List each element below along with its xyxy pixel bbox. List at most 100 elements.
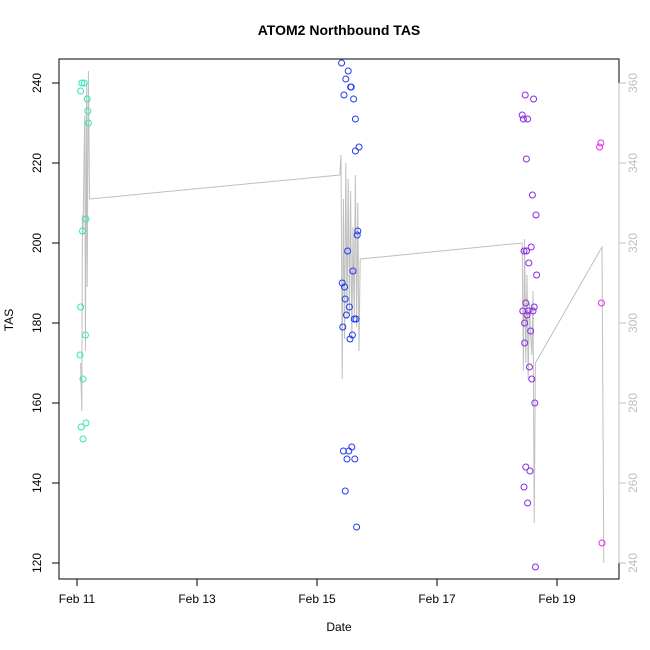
data-point xyxy=(525,363,533,371)
data-point xyxy=(82,419,90,427)
data-point xyxy=(342,75,350,83)
data-point xyxy=(527,243,535,251)
y-tick-label: 120 xyxy=(30,553,44,573)
data-point xyxy=(76,351,84,359)
data-point xyxy=(79,375,87,383)
y2-tick-label: 300 xyxy=(626,313,640,333)
data-point xyxy=(521,91,529,99)
data-point xyxy=(528,191,536,199)
data-point xyxy=(524,307,532,315)
data-point xyxy=(84,107,92,115)
data-point xyxy=(529,307,537,315)
x-tick-label: Feb 17 xyxy=(418,592,456,606)
data-point xyxy=(526,467,534,475)
data-point xyxy=(80,79,88,87)
data-point xyxy=(351,455,359,463)
data-point xyxy=(345,303,353,311)
data-point xyxy=(530,95,538,103)
data-point xyxy=(520,247,528,255)
data-point xyxy=(78,79,86,87)
data-point xyxy=(340,91,348,99)
data-point xyxy=(525,259,533,267)
x-tick-label: Feb 13 xyxy=(178,592,216,606)
x-tick-label: Feb 15 xyxy=(298,592,336,606)
y-tick-label: 140 xyxy=(30,473,44,493)
data-point xyxy=(79,435,87,443)
data-point xyxy=(77,87,85,95)
data-point xyxy=(520,483,528,491)
data-point xyxy=(343,455,351,463)
data-point xyxy=(532,211,540,219)
data-point xyxy=(598,539,606,547)
data-point xyxy=(352,315,360,323)
y2-tick-label: 360 xyxy=(626,73,640,93)
data-point xyxy=(531,399,539,407)
data-point xyxy=(597,139,605,147)
data-point xyxy=(350,95,358,103)
y-axis-label: TAS xyxy=(2,309,16,331)
data-point xyxy=(531,563,539,571)
right-axis-line-series xyxy=(80,70,605,564)
data-point xyxy=(523,311,531,319)
data-point xyxy=(522,299,530,307)
y-tick-label: 240 xyxy=(30,73,44,93)
y-tick-label: 200 xyxy=(30,233,44,253)
data-point xyxy=(81,331,89,339)
scatter-points xyxy=(76,59,606,571)
data-point xyxy=(341,283,349,291)
data-point xyxy=(521,319,529,327)
data-point xyxy=(522,155,530,163)
data-point xyxy=(353,231,361,239)
data-point xyxy=(353,523,361,531)
data-point xyxy=(351,147,359,155)
y-axis-left: 120 140 160 180 200 220 240 xyxy=(30,73,60,573)
data-point xyxy=(348,443,356,451)
data-point xyxy=(533,271,541,279)
data-point xyxy=(342,311,350,319)
plot-frame xyxy=(58,58,620,580)
data-point xyxy=(528,375,536,383)
x-axis: Feb 11 Feb 13 Feb 15 Feb 17 Feb 19 xyxy=(59,578,576,606)
data-point xyxy=(344,247,352,255)
data-point xyxy=(77,423,85,431)
x-tick-label: Feb 11 xyxy=(59,592,96,606)
y2-tick-label: 280 xyxy=(626,393,640,413)
tas-line xyxy=(80,70,605,564)
data-point xyxy=(339,323,347,331)
data-point xyxy=(519,115,527,123)
data-point xyxy=(82,215,90,223)
data-point xyxy=(354,227,362,235)
y2-tick-label: 240 xyxy=(626,553,640,573)
data-point xyxy=(338,59,346,67)
data-point xyxy=(522,463,530,471)
y-tick-label: 220 xyxy=(30,153,44,173)
data-point xyxy=(83,95,91,103)
data-point xyxy=(524,115,532,123)
y2-tick-label: 340 xyxy=(626,153,640,173)
y-tick-label: 160 xyxy=(30,393,44,413)
data-point xyxy=(597,299,605,307)
data-point xyxy=(518,111,526,119)
data-point xyxy=(351,115,359,123)
data-point xyxy=(341,487,349,495)
data-point xyxy=(522,247,530,255)
data-point xyxy=(77,303,85,311)
data-point xyxy=(348,331,356,339)
data-point xyxy=(341,295,349,303)
data-point xyxy=(355,143,363,151)
data-point xyxy=(78,227,86,235)
data-point xyxy=(527,327,535,335)
x-tick-label: Feb 19 xyxy=(538,592,576,606)
y2-tick-label: 260 xyxy=(626,473,640,493)
chart-title: ATOM2 Northbound TAS xyxy=(258,22,421,38)
data-point xyxy=(519,307,527,315)
data-point xyxy=(339,447,347,455)
x-axis-label: Date xyxy=(326,620,352,634)
data-point xyxy=(347,83,355,91)
data-point xyxy=(524,499,532,507)
data-point xyxy=(530,303,538,311)
y-tick-label: 180 xyxy=(30,313,44,333)
y-axis-right: 240 260 280 300 320 340 360 xyxy=(618,73,640,573)
data-point xyxy=(349,267,357,275)
